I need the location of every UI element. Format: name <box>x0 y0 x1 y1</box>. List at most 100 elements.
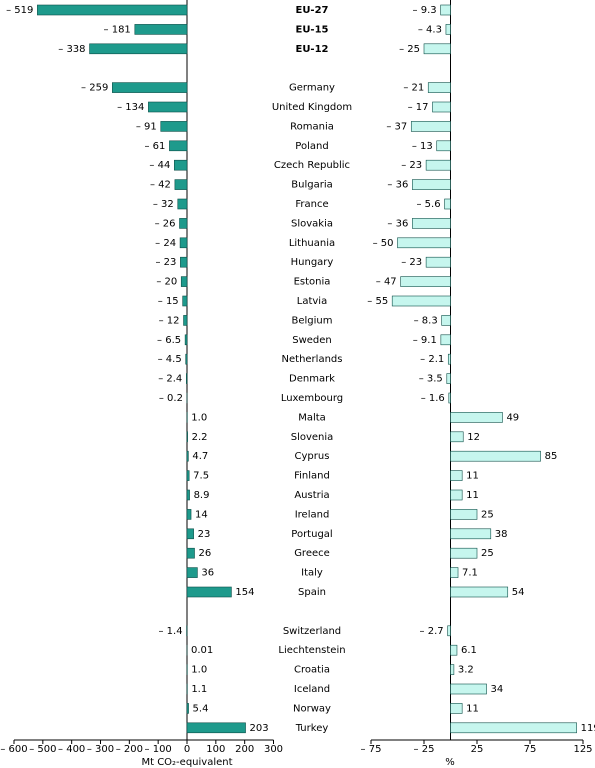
bar <box>160 121 188 132</box>
category-label: Croatia <box>294 665 330 676</box>
bar <box>440 4 451 16</box>
value-label: – 1.6 <box>421 393 445 404</box>
category-label: Austria <box>294 490 329 501</box>
value-label: – 36 <box>387 218 408 229</box>
bar <box>391 295 451 307</box>
bar <box>450 586 509 598</box>
bar <box>450 528 492 540</box>
value-label: – 259 <box>81 83 108 94</box>
value-label: 4.7 <box>192 451 208 462</box>
bar <box>148 101 188 113</box>
category-label: Slovenia <box>291 432 334 443</box>
value-label: – 17 <box>408 102 429 113</box>
value-label: 1.0 <box>191 412 207 423</box>
category-label: EU-12 <box>295 44 328 55</box>
category-label: Slovakia <box>291 218 333 229</box>
category-label: Switzerland <box>283 626 341 637</box>
x-tick-label: 300 <box>264 744 283 755</box>
value-label: 5.4 <box>193 703 209 714</box>
bar <box>450 470 463 481</box>
value-label: 14 <box>195 509 208 520</box>
x-tick-label: 75 <box>524 744 537 755</box>
value-label: – 338 <box>58 44 85 55</box>
bar <box>450 509 478 520</box>
category-label: Luxembourg <box>281 393 343 404</box>
value-label: – 26 <box>155 218 176 229</box>
value-label: – 4.3 <box>418 24 442 35</box>
category-label: Ireland <box>295 509 330 520</box>
x-tick-label: – 600 <box>0 744 27 755</box>
bar <box>186 373 188 384</box>
bar <box>134 24 188 35</box>
category-label: Iceland <box>294 684 330 695</box>
value-label: – 15 <box>158 296 179 307</box>
bar <box>450 431 464 443</box>
value-label: 1.0 <box>191 665 207 676</box>
value-label: 11 <box>466 703 479 714</box>
bar <box>450 703 463 714</box>
value-label: – 4.5 <box>158 354 182 365</box>
bar <box>440 334 451 346</box>
x-tick-label: – 25 <box>414 744 435 755</box>
value-label: – 50 <box>373 238 394 249</box>
x-tick-label: 25 <box>471 744 484 755</box>
category-label: Estonia <box>294 277 331 288</box>
bar <box>112 82 188 93</box>
x-tick-label: – 100 <box>145 744 172 755</box>
category-label: Norway <box>293 703 331 714</box>
bar <box>186 431 188 443</box>
bar <box>89 43 188 55</box>
category-label: Czech Republic <box>274 160 350 171</box>
bar <box>174 179 188 190</box>
value-label: – 91 <box>136 121 157 132</box>
category-label: Bulgaria <box>291 180 332 191</box>
bar <box>186 547 195 559</box>
x-tick-label: – 500 <box>29 744 56 755</box>
x-axis-label: % <box>445 757 455 768</box>
value-label: 85 <box>545 451 558 462</box>
value-label: – 61 <box>145 141 166 152</box>
bar <box>412 179 451 190</box>
bar <box>447 353 451 365</box>
x-tick-label: – 75 <box>361 744 382 755</box>
x-tick-label: 125 <box>573 744 592 755</box>
value-label: – 12 <box>159 315 180 326</box>
value-label: – 42 <box>150 180 171 191</box>
value-label: 25 <box>481 548 494 559</box>
category-label: Cyprus <box>295 451 330 462</box>
value-label: 34 <box>491 684 504 695</box>
value-label: 7.1 <box>462 568 478 579</box>
category-label: Germany <box>289 83 335 94</box>
bar <box>450 722 577 734</box>
bar <box>441 315 451 326</box>
value-label: – 32 <box>153 199 174 210</box>
category-label: Romania <box>290 121 334 132</box>
value-label: 203 <box>250 723 269 734</box>
bar <box>400 276 451 287</box>
value-label: 7.5 <box>193 471 209 482</box>
x-tick-label: – 400 <box>58 744 85 755</box>
category-label: Belgium <box>292 315 333 326</box>
bar <box>37 4 188 16</box>
category-label: Latvia <box>297 296 327 307</box>
value-label: – 36 <box>387 180 408 191</box>
x-axis-label: Mt CO₂-equivalent <box>141 757 232 768</box>
value-label: 1.1 <box>191 684 207 695</box>
value-label: – 23 <box>401 160 422 171</box>
value-label: 0.01 <box>191 645 213 656</box>
value-label: – 134 <box>117 102 144 113</box>
category-label: Spain <box>298 587 326 598</box>
category-label: Malta <box>298 412 326 423</box>
value-label: 8.9 <box>194 490 210 501</box>
value-label: – 9.1 <box>413 335 437 346</box>
value-label: 11 <box>466 471 479 482</box>
value-label: – 21 <box>403 83 424 94</box>
value-label: – 2.1 <box>420 354 444 365</box>
bar <box>450 450 541 462</box>
value-label: – 2.4 <box>158 374 182 385</box>
value-label: – 181 <box>104 24 131 35</box>
bar <box>185 353 188 365</box>
bar <box>425 256 451 268</box>
value-label: 36 <box>201 568 214 579</box>
